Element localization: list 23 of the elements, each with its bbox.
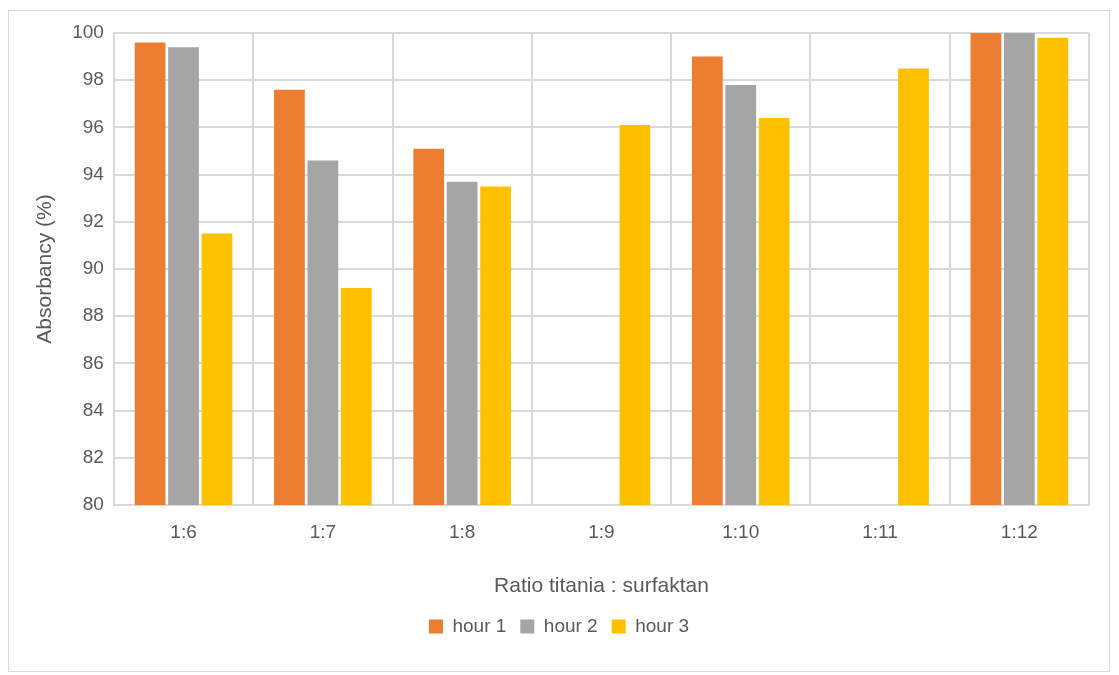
x-tick-label: 1:6: [170, 520, 197, 542]
legend-label: hour 3: [635, 614, 690, 636]
y-tick-label: 92: [82, 210, 104, 232]
y-tick-label: 88: [82, 304, 104, 326]
legend-label: hour 2: [543, 614, 598, 636]
legend-label: hour 1: [452, 614, 507, 636]
x-tick-label: 1:12: [1000, 520, 1038, 542]
y-tick-label: 94: [82, 162, 105, 184]
y-tick-label: 96: [82, 115, 104, 137]
y-tick-label: 82: [82, 446, 104, 468]
y-tick-label: 98: [82, 68, 104, 90]
y-tick-label: 84: [82, 398, 105, 420]
x-tick-label: 1:10: [722, 520, 760, 542]
y-tick-label: 90: [82, 257, 104, 279]
x-tick-label: 1:11: [862, 520, 898, 542]
x-tick-label: 1:8: [448, 520, 476, 542]
x-tick-label: 1:7: [309, 520, 337, 542]
y-tick-label: 86: [82, 351, 104, 373]
x-axis-title: Ratio titania : surfaktan: [494, 573, 709, 597]
x-tick-label: 1:9: [588, 520, 615, 542]
y-tick-label: 80: [82, 493, 104, 515]
y-tick-label: 100: [72, 21, 104, 43]
y-axis-title: Absorbancy (%): [32, 194, 56, 344]
